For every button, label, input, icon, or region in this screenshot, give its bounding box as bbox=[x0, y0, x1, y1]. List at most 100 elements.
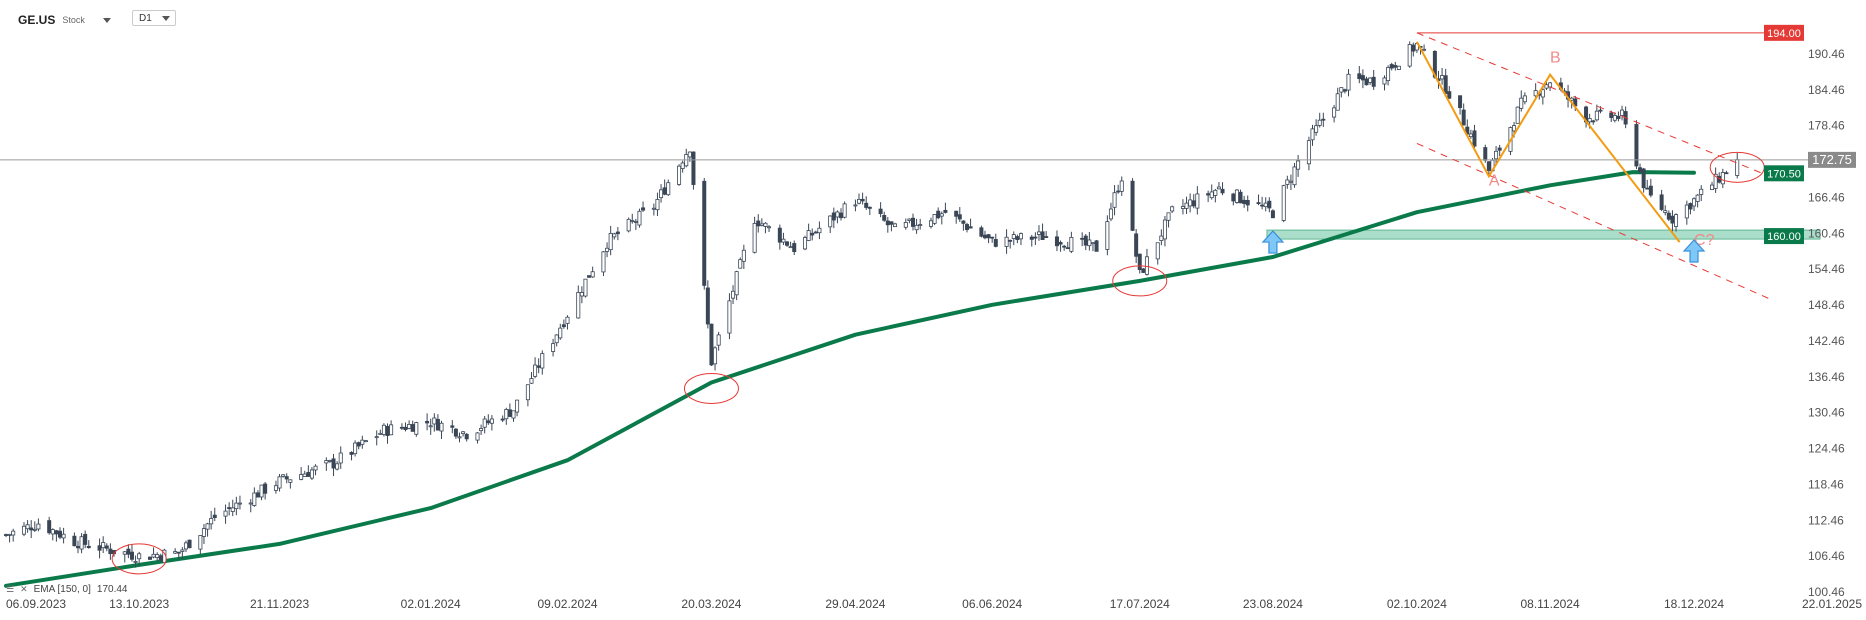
candle-body-302 bbox=[1522, 95, 1527, 103]
y-tick-6: 154.46 bbox=[1808, 262, 1845, 276]
candle-body-7 bbox=[36, 523, 41, 530]
candle-body-332 bbox=[1674, 214, 1679, 227]
candle-body-23 bbox=[122, 551, 127, 555]
candle-body-213 bbox=[1080, 237, 1085, 240]
candle-body-84 bbox=[428, 425, 433, 428]
timeframe-select[interactable]: D1 bbox=[132, 10, 176, 26]
candle-body-145 bbox=[734, 271, 739, 296]
close-icon[interactable]: ✕ bbox=[20, 584, 28, 594]
candle-body-255 bbox=[1288, 180, 1293, 183]
candle-body-140 bbox=[709, 323, 714, 366]
y-tick-4: 166.46 bbox=[1808, 190, 1845, 204]
candle-body-8 bbox=[47, 520, 52, 534]
candle-body-88 bbox=[450, 425, 455, 428]
candle-body-233 bbox=[1180, 206, 1185, 209]
candle-body-54 bbox=[277, 476, 282, 489]
candle-body-127 bbox=[641, 207, 646, 211]
candle-body-167 bbox=[842, 203, 847, 218]
candle-body-288 bbox=[1458, 95, 1463, 109]
candle-body-13 bbox=[72, 535, 77, 547]
candle-body-261 bbox=[1317, 119, 1322, 126]
y-tick-7: 148.46 bbox=[1808, 298, 1845, 312]
candle-body-95 bbox=[482, 418, 487, 428]
candle-body-176 bbox=[889, 221, 894, 225]
candle-body-301 bbox=[1519, 97, 1524, 109]
candle-body-238 bbox=[1206, 193, 1211, 196]
candle-body-228 bbox=[1155, 242, 1160, 260]
candle-body-46 bbox=[234, 502, 239, 510]
candle-body-335 bbox=[1692, 198, 1697, 207]
candle-body-271 bbox=[1368, 77, 1373, 83]
candle-body-222 bbox=[1119, 180, 1124, 192]
candle-body-25 bbox=[129, 551, 134, 560]
candle-body-148 bbox=[752, 223, 757, 253]
candle-body-246 bbox=[1242, 199, 1247, 204]
candle-body-211 bbox=[1065, 247, 1070, 250]
candle-body-11 bbox=[57, 530, 62, 538]
candle-body-299 bbox=[1512, 125, 1517, 132]
candle-body-247 bbox=[1245, 200, 1250, 206]
candle-body-6 bbox=[32, 528, 37, 531]
candle-body-160 bbox=[810, 232, 815, 236]
candle-body-293 bbox=[1483, 147, 1488, 161]
candle-body-320 bbox=[1616, 115, 1621, 119]
candle-body-161 bbox=[813, 231, 818, 234]
candle-body-285 bbox=[1440, 75, 1445, 80]
candle-body-183 bbox=[928, 220, 933, 227]
highlight-circle-1 bbox=[683, 373, 739, 405]
candle-body-24 bbox=[126, 548, 131, 555]
candle-body-103 bbox=[525, 384, 530, 401]
candle-body-250 bbox=[1263, 202, 1268, 208]
eye-icon[interactable]: ☰ bbox=[6, 584, 15, 594]
candle-body-0 bbox=[4, 534, 9, 536]
candle-body-230 bbox=[1162, 219, 1167, 240]
candle-body-277 bbox=[1396, 65, 1401, 70]
price-badge-label-2: 170.50 bbox=[1767, 168, 1801, 180]
candle-body-133 bbox=[677, 165, 682, 185]
candle-body-89 bbox=[453, 428, 458, 437]
candle-body-39 bbox=[201, 528, 206, 537]
candle-body-177 bbox=[893, 223, 898, 228]
price-badge-label-1: 172.75 bbox=[1812, 152, 1852, 167]
candle-body-129 bbox=[655, 199, 660, 211]
candle-body-223 bbox=[1130, 180, 1135, 231]
candle-body-218 bbox=[1105, 221, 1110, 250]
candle-body-229 bbox=[1159, 235, 1164, 241]
candle-body-315 bbox=[1591, 120, 1596, 123]
candle-body-306 bbox=[1544, 84, 1549, 89]
candle-body-225 bbox=[1137, 253, 1142, 270]
highlight-circle-0 bbox=[111, 543, 167, 575]
candle-body-244 bbox=[1234, 189, 1239, 203]
candle-body-122 bbox=[615, 231, 620, 235]
y-tick-8: 142.46 bbox=[1808, 334, 1845, 348]
candle-body-83 bbox=[425, 420, 430, 424]
candle-body-14 bbox=[75, 545, 80, 549]
candle-body-48 bbox=[248, 502, 253, 505]
y-tick-12: 118.46 bbox=[1808, 477, 1844, 491]
symbol-selector[interactable]: GE.US Stock bbox=[18, 10, 111, 30]
candle-body-74 bbox=[378, 432, 383, 435]
candle-body-329 bbox=[1663, 210, 1668, 213]
x-tick-2: 21.11.2023 bbox=[250, 597, 309, 611]
candle-body-296 bbox=[1494, 150, 1499, 160]
candle-body-241 bbox=[1216, 186, 1221, 190]
candle-body-196 bbox=[990, 236, 995, 239]
channel-line-0 bbox=[1416, 32, 1770, 177]
price-badge-0 bbox=[1764, 24, 1804, 41]
candle-body-168 bbox=[853, 204, 858, 207]
candle-body-151 bbox=[763, 222, 768, 227]
chevron-down-icon[interactable] bbox=[102, 17, 111, 23]
candle-body-207 bbox=[1044, 236, 1049, 238]
candle-body-131 bbox=[662, 187, 667, 195]
candle-body-67 bbox=[338, 452, 343, 464]
candle-body-215 bbox=[1087, 239, 1092, 247]
candle-body-267 bbox=[1346, 73, 1351, 91]
candle-body-124 bbox=[630, 220, 635, 222]
candle-body-254 bbox=[1285, 179, 1290, 185]
y-tick-1: 184.46 bbox=[1808, 83, 1845, 97]
y-tick-13: 112.46 bbox=[1808, 513, 1844, 527]
candle-body-31 bbox=[158, 555, 163, 561]
candle-body-143 bbox=[727, 300, 732, 334]
candle-body-201 bbox=[1015, 236, 1020, 241]
